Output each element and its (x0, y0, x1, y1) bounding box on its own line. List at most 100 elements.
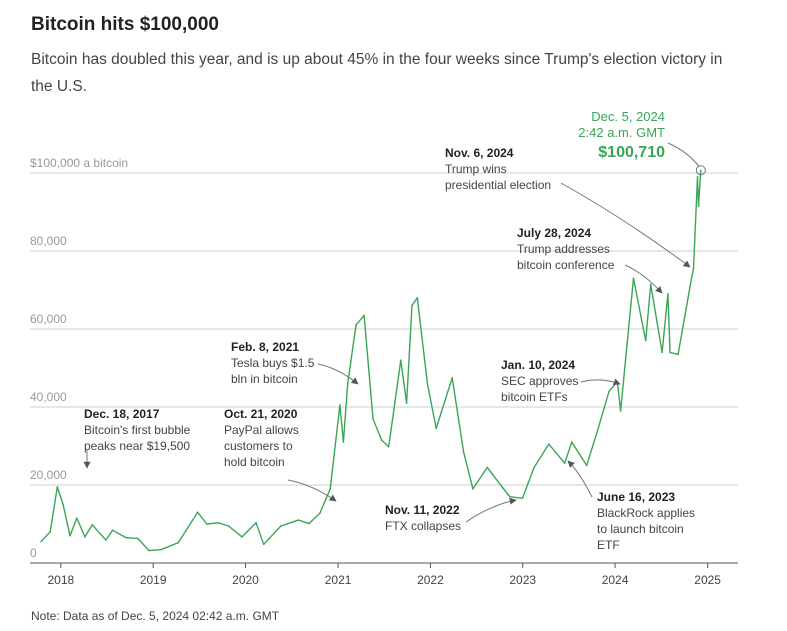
annotation-text: customers to (224, 439, 293, 453)
data-point (69, 534, 71, 537)
data-point (105, 539, 107, 541)
data-point (486, 466, 489, 469)
x-tick-label: 2024 (602, 573, 629, 587)
data-point (84, 536, 86, 538)
data-point (696, 176, 699, 178)
y-tick-label: 40,000 (30, 390, 67, 404)
annotation-date: Oct. 21, 2020 (224, 407, 298, 421)
data-point (411, 304, 413, 307)
y-tick-label: 60,000 (30, 312, 67, 326)
annotation-text: Tesla buys $1.5 (231, 356, 315, 370)
highlight-arrow (667, 142, 700, 167)
annotation-text: FTX collapses (385, 519, 461, 533)
data-point (644, 339, 647, 342)
annotation-text: Trump wins (445, 162, 507, 176)
annotation-text: to launch bitcoin (597, 522, 684, 536)
annotation-date: Dec. 18, 2017 (84, 407, 160, 421)
data-point (280, 525, 282, 527)
annotation-text: bitcoin ETFs (501, 390, 568, 404)
data-point (585, 464, 588, 467)
annotation-text: hold bitcoin (224, 455, 285, 469)
data-point (435, 427, 438, 430)
data-point (217, 522, 219, 524)
data-point (697, 205, 700, 207)
data-point (125, 536, 127, 539)
data-point (692, 267, 695, 270)
data-point (329, 488, 332, 490)
data-point (677, 353, 679, 356)
chart-subtitle: Bitcoin has doubled this year, and is up… (31, 51, 723, 95)
data-point (690, 277, 693, 280)
data-point (649, 283, 652, 285)
data-point (308, 522, 310, 525)
annotation-text: BlackRock applies (597, 506, 695, 520)
data-point (136, 537, 139, 540)
data-point (669, 351, 671, 354)
annotation-arrow (465, 497, 517, 523)
data-point (533, 466, 535, 469)
data-point (400, 359, 402, 362)
data-point (227, 525, 230, 527)
x-tick-label: 2025 (694, 573, 721, 587)
data-point (596, 429, 599, 432)
annotation-text: Bitcoin's first bubble (84, 423, 191, 437)
highlight-date: Dec. 5, 2024 (591, 109, 665, 124)
data-point (355, 324, 357, 326)
annotation-text: bln in bitcoin (231, 372, 298, 386)
chart-svg: 0 20,000 40,000 60,000 80,000 $100,000 a bitc… (30, 109, 738, 587)
annotation-date: June 16, 2023 (597, 490, 675, 504)
data-point (661, 351, 663, 354)
highlight-value: $100,710 (598, 144, 665, 161)
annotation-arrow (580, 378, 621, 386)
data-point (700, 169, 702, 172)
data-point (502, 487, 504, 489)
data-point (426, 382, 429, 385)
annotation-arrow (560, 182, 691, 268)
annotation-text: Trump addresses (517, 242, 610, 256)
annotation-text: presidential election (445, 178, 551, 192)
data-point (49, 531, 52, 533)
data-point (387, 445, 390, 448)
data-point (91, 523, 94, 526)
annotation-date: Nov. 11, 2022 (385, 503, 460, 517)
data-point (262, 543, 265, 546)
annotation-arrow (624, 264, 663, 294)
data-point (405, 402, 408, 404)
data-point (619, 410, 622, 412)
annotation-text: SEC approves (501, 374, 578, 388)
x-tick-label: 2023 (509, 573, 536, 587)
chart-title: Bitcoin hits $100,000 (31, 14, 219, 35)
data-point (547, 443, 550, 445)
data-point (255, 522, 257, 524)
data-point (342, 441, 345, 443)
y-tick-label: $100,000 a bitcoin (30, 156, 128, 170)
x-tick-label: 2019 (140, 573, 167, 587)
data-point (177, 541, 180, 544)
data-point (608, 390, 610, 393)
data-point (380, 439, 383, 441)
data-point (451, 376, 453, 379)
data-point (632, 277, 635, 280)
annotation-arrow (567, 460, 593, 498)
data-point (616, 380, 619, 383)
annotation-date: July 28, 2024 (517, 226, 591, 240)
y-tick-label: 20,000 (30, 468, 67, 482)
data-point (319, 512, 321, 514)
annotation-text: ETF (597, 538, 620, 552)
annotation-date: Jan. 10, 2024 (501, 358, 575, 372)
y-tick-label: 80,000 (30, 234, 67, 248)
y-tick-label: 0 (30, 546, 37, 560)
data-point (196, 511, 199, 514)
highlight-time: 2:42 a.m. GMT (578, 125, 665, 140)
x-tick-label: 2018 (48, 573, 75, 587)
data-point (462, 451, 465, 453)
annotation-arrow (317, 363, 359, 385)
data-point (297, 519, 300, 521)
data-point (62, 503, 64, 506)
data-point (563, 462, 566, 464)
annotation-text: peaks near $19,500 (84, 439, 190, 453)
annotation-text: bitcoin conference (517, 258, 615, 272)
data-point (416, 297, 419, 299)
data-point (509, 495, 511, 498)
